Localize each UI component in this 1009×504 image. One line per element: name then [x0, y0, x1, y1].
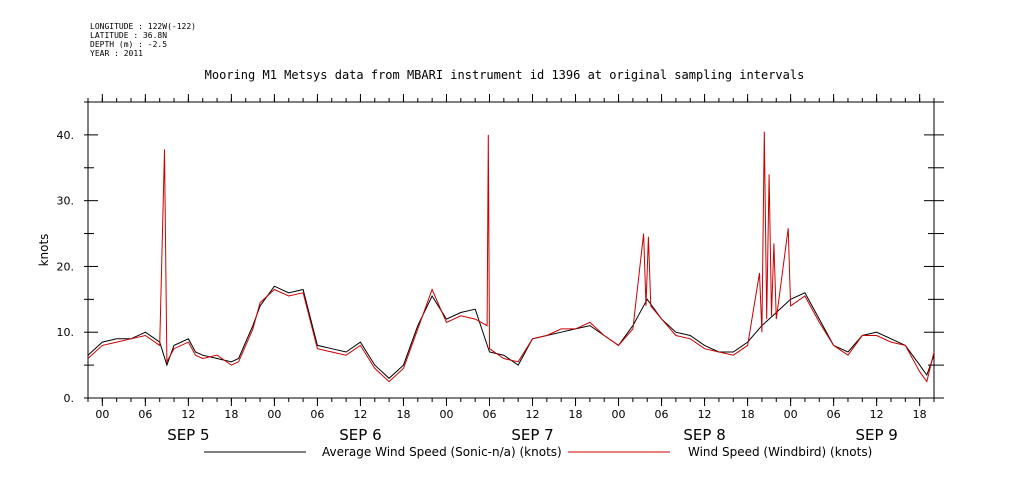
- y-tick-label: 0.: [64, 392, 75, 405]
- x-tick-label: 00: [267, 408, 281, 421]
- x-tick-label: 12: [698, 408, 712, 421]
- year-label: YEAR : 2011: [90, 49, 143, 58]
- day-label: SEP 7: [511, 426, 553, 444]
- longitude-label: LONGITUDE : 122W(-122): [90, 22, 196, 31]
- x-tick-label: 12: [353, 408, 367, 421]
- x-tick-label: 18: [396, 408, 410, 421]
- day-label: SEP 6: [339, 426, 381, 444]
- x-tick-label: 12: [870, 408, 884, 421]
- x-tick-label: 06: [310, 408, 324, 421]
- x-tick-label: 00: [784, 408, 798, 421]
- x-tick-label: 06: [138, 408, 152, 421]
- y-tick-label: 30.: [57, 195, 75, 208]
- x-tick-label: 18: [913, 408, 927, 421]
- y-tick-label: 10.: [57, 326, 75, 339]
- x-tick-label: 18: [224, 408, 238, 421]
- legend-label-windbird: Wind Speed (Windbird) (knots): [688, 445, 872, 459]
- y-axis-label: knots: [37, 234, 51, 267]
- plot-frame: [87, 101, 935, 399]
- day-label: SEP 9: [855, 426, 897, 444]
- x-tick-label: 00: [612, 408, 626, 421]
- series-line-windbird: [87, 131, 935, 383]
- x-tick-label: 18: [569, 408, 583, 421]
- day-label: SEP 5: [167, 426, 209, 444]
- y-tick-label: 40.: [57, 129, 75, 142]
- chart-title: Mooring M1 Metsys data from MBARI instru…: [204, 68, 805, 82]
- x-tick-label: 12: [181, 408, 195, 421]
- series-line-average-wind: [87, 285, 935, 379]
- depth-label: DEPTH (m) : -2.5: [90, 40, 168, 49]
- metadata-block: LONGITUDE : 122W(-122) LATITUDE : 36.8N …: [90, 22, 196, 58]
- x-tick-label: 06: [827, 408, 841, 421]
- x-tick-label: 12: [526, 408, 540, 421]
- x-tick-label: 00: [95, 408, 109, 421]
- x-tick-label: 18: [741, 408, 755, 421]
- day-label: SEP 8: [683, 426, 725, 444]
- x-tick-label: 00: [439, 408, 453, 421]
- x-tick-label: 06: [482, 408, 496, 421]
- latitude-label: LATITUDE : 36.8N: [90, 31, 168, 40]
- legend-label-average-wind: Average Wind Speed (Sonic-n/a) (knots): [322, 445, 562, 459]
- x-tick-label: 06: [655, 408, 669, 421]
- y-tick-label: 20.: [57, 260, 75, 273]
